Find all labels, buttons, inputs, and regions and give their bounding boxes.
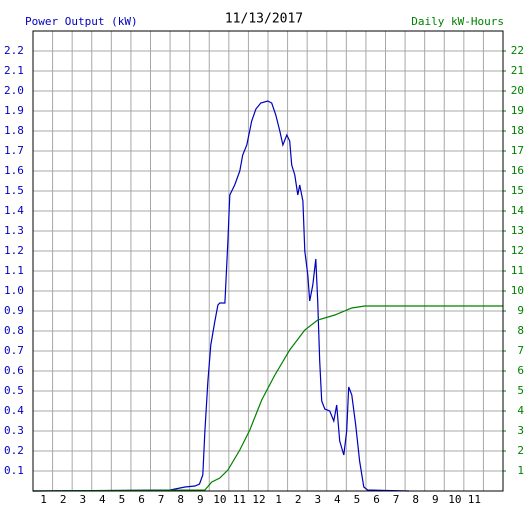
y-tick-label: 1.8	[4, 124, 24, 137]
y-tick-label: 1.4	[4, 204, 24, 217]
y2-tick-label: 6	[517, 364, 524, 377]
y-tick-label: 1.3	[4, 224, 24, 237]
y-tick-label: 1.2	[4, 244, 24, 257]
x-tick-label: 4	[99, 493, 106, 506]
y-tick-label: 2.2	[4, 44, 24, 57]
y-tick-label: 1.7	[4, 144, 24, 157]
y2-tick-label: 21	[511, 64, 524, 77]
x-tick-label: 5	[354, 493, 361, 506]
x-tick-label: 4	[334, 493, 341, 506]
x-tick-label: 8	[412, 493, 419, 506]
y2-tick-label: 3	[517, 424, 524, 437]
y-tick-label: 0.2	[4, 444, 24, 457]
x-tick-label: 1	[275, 493, 282, 506]
y2-tick-label: 20	[511, 84, 524, 97]
y2-tick-label: 8	[517, 324, 524, 337]
x-tick-label: 7	[158, 493, 165, 506]
x-tick-label: 8	[177, 493, 184, 506]
y2-tick-label: 2	[517, 444, 524, 457]
y2-tick-label: 22	[511, 44, 524, 57]
y2-tick-label: 9	[517, 304, 524, 317]
x-tick-label: 3	[79, 493, 86, 506]
plot-frame	[32, 30, 504, 492]
x-tick-label: 12	[252, 493, 265, 506]
y2-tick-label: 14	[511, 204, 525, 217]
y2-tick-label: 18	[511, 124, 524, 137]
x-tick-label: 10	[448, 493, 461, 506]
x-tick-label: 2	[60, 493, 67, 506]
x-tick-label: 6	[373, 493, 380, 506]
x-tick-label: 9	[432, 493, 439, 506]
y-tick-label: 0.3	[4, 424, 24, 437]
y2-tick-label: 10	[511, 284, 524, 297]
y2-tick-label: 17	[511, 144, 524, 157]
y2-tick-label: 11	[511, 264, 524, 277]
x-tick-label: 9	[197, 493, 204, 506]
y-tick-label: 0.5	[4, 384, 24, 397]
y2-axis-label: Daily kW-Hours	[411, 15, 504, 28]
y-axis-label: Power Output (kW)	[25, 15, 138, 28]
y-tick-label: 1.5	[4, 184, 24, 197]
y-tick-label: 0.8	[4, 324, 24, 337]
y2-tick-label: 4	[517, 404, 524, 417]
x-tick-label: 7	[393, 493, 400, 506]
chart-title: 11/13/2017	[225, 12, 303, 27]
y-tick-label: 1.1	[4, 264, 24, 277]
x-tick-label: 10	[213, 493, 226, 506]
y-tick-label: 0.1	[4, 464, 24, 477]
y-tick-label: 0.6	[4, 364, 24, 377]
y2-tick-label: 12	[511, 244, 524, 257]
y2-tick-label: 13	[511, 224, 524, 237]
x-tick-label: 5	[119, 493, 126, 506]
y2-tick-label: 1	[517, 464, 524, 477]
y2-tick-label: 5	[517, 384, 524, 397]
y-tick-label: 0.9	[4, 304, 24, 317]
y-tick-label: 2.1	[4, 64, 24, 77]
y-tick-label: 2.0	[4, 84, 24, 97]
x-tick-label: 3	[314, 493, 321, 506]
x-tick-label: 2	[295, 493, 302, 506]
y2-tick-label: 16	[511, 164, 524, 177]
y-tick-label: 1.6	[4, 164, 24, 177]
x-tick-label: 1	[40, 493, 47, 506]
y-tick-label: 0.4	[4, 404, 24, 417]
x-tick-label: 6	[138, 493, 145, 506]
y2-tick-label: 7	[517, 344, 524, 357]
data-line	[32, 305, 503, 492]
y-tick-label: 0.7	[4, 344, 24, 357]
x-tick-label: 11	[468, 493, 481, 506]
data-line	[32, 100, 410, 492]
x-tick-label: 11	[233, 493, 246, 506]
y-tick-label: 1.0	[4, 284, 24, 297]
y2-tick-label: 19	[511, 104, 524, 117]
y2-tick-label: 15	[511, 184, 524, 197]
y-tick-label: 1.9	[4, 104, 24, 117]
